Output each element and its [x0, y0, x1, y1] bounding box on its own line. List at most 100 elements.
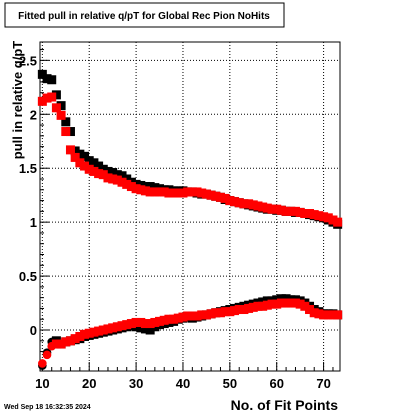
- sigma-point: [61, 117, 71, 127]
- sigma-point: [220, 193, 230, 203]
- mean-point: [333, 310, 343, 320]
- y-tick-label: 2: [30, 107, 37, 122]
- x-tick-label: 50: [223, 376, 237, 391]
- sigma-point: [37, 69, 47, 79]
- mean-point: [305, 305, 315, 315]
- mean-point: [239, 305, 249, 315]
- mean-point: [75, 331, 85, 341]
- sigma-point: [70, 152, 80, 162]
- x-axis-label: No. of Fit Points: [231, 397, 339, 413]
- sigma-point: [187, 187, 197, 197]
- sigma-point: [103, 173, 113, 183]
- sigma-point: [56, 110, 66, 120]
- sigma-point: [84, 156, 94, 166]
- chart-title-box: [4, 2, 285, 28]
- mean-point: [84, 328, 94, 338]
- mean-point: [42, 350, 52, 360]
- x-tick-label: 30: [129, 376, 143, 391]
- sigma-point: [42, 74, 52, 84]
- series-1: [37, 92, 343, 368]
- y-tick-label: 0.5: [19, 269, 37, 284]
- sigma-point: [112, 170, 122, 180]
- sigma-point: [201, 189, 211, 199]
- sigma-point: [98, 164, 108, 174]
- sigma-point: [65, 145, 75, 155]
- sigma-point: [75, 149, 85, 159]
- sigma-point: [159, 187, 169, 197]
- sigma-point: [56, 101, 66, 111]
- mean-point: [136, 317, 146, 327]
- sigma-point: [192, 187, 202, 197]
- mean-point: [281, 298, 291, 308]
- sigma-point: [42, 93, 52, 103]
- x-tick-label: 10: [35, 376, 49, 391]
- mean-point: [253, 301, 263, 311]
- mean-point: [201, 310, 211, 320]
- sigma-point: [262, 203, 272, 213]
- sigma-point: [183, 187, 193, 197]
- mean-point: [187, 311, 197, 321]
- sigma-point: [131, 184, 141, 194]
- sigma-point: [286, 206, 296, 216]
- mean-point: [164, 314, 174, 324]
- sigma-point: [94, 161, 104, 171]
- mean-point: [267, 299, 277, 309]
- sigma-point: [51, 90, 61, 100]
- sigma-point: [281, 206, 291, 216]
- mean-point: [211, 308, 221, 318]
- sigma-point: [80, 151, 90, 161]
- y-tick-label: 1: [30, 215, 37, 230]
- mean-point: [117, 321, 127, 331]
- mean-point: [56, 339, 66, 349]
- y-tick-label: 2.5: [19, 53, 37, 68]
- sigma-point: [169, 188, 179, 198]
- x-tick-label: 60: [269, 376, 283, 391]
- y-tick-label: 0: [30, 323, 37, 338]
- sigma-point: [89, 158, 99, 168]
- sigma-point: [51, 103, 61, 113]
- mean-point: [319, 310, 329, 320]
- mean-point: [328, 310, 338, 320]
- sigma-point: [225, 196, 235, 206]
- x-tick-label: 20: [82, 376, 96, 391]
- sigma-point: [314, 211, 324, 221]
- mean-point: [145, 325, 155, 335]
- sigma-point: [47, 75, 57, 85]
- sigma-point: [145, 187, 155, 197]
- sigma-point: [126, 182, 136, 192]
- x-tick-label: 70: [316, 376, 330, 391]
- mean-point: [140, 324, 150, 334]
- sigma-point: [197, 188, 207, 198]
- mean-point: [286, 298, 296, 308]
- mean-point: [159, 315, 169, 325]
- sigma-point: [140, 186, 150, 196]
- mean-point: [70, 334, 80, 344]
- mean-point: [98, 325, 108, 335]
- sigma-point: [319, 212, 329, 222]
- sigma-point: [103, 166, 113, 176]
- mean-point: [51, 339, 61, 349]
- mean-point: [295, 299, 305, 309]
- mean-point: [94, 326, 104, 336]
- mean-point: [150, 317, 160, 327]
- y-axis-label: pull in relative q/pT: [10, 41, 25, 160]
- sigma-point: [305, 209, 315, 219]
- mean-point: [112, 322, 122, 332]
- sigma-point: [239, 199, 249, 209]
- sigma-point: [145, 182, 155, 192]
- mean-point: [136, 323, 146, 333]
- mean-point: [300, 301, 310, 311]
- mean-point: [122, 320, 132, 330]
- sigma-point: [276, 205, 286, 215]
- sigma-point: [61, 127, 71, 137]
- mean-point: [103, 324, 113, 334]
- mean-point: [178, 312, 188, 322]
- mean-point: [197, 310, 207, 320]
- mean-point: [244, 303, 254, 313]
- mean-point: [262, 300, 272, 310]
- timestamp: Wed Sep 18 16:32:35 2024: [4, 404, 91, 411]
- sigma-point: [272, 204, 282, 214]
- y-tick-label: 1.5: [19, 161, 37, 176]
- sigma-point: [248, 200, 258, 210]
